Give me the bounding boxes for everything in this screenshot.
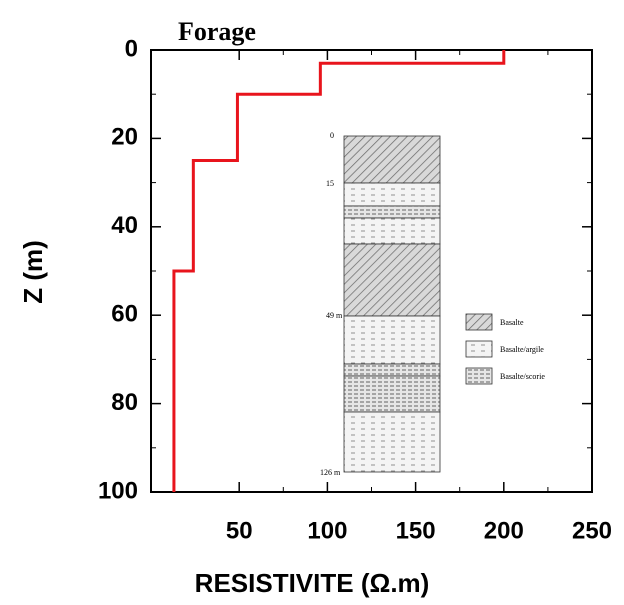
layer [343, 182, 441, 207]
layer [343, 243, 441, 317]
y-tick-label: 20 [111, 124, 138, 151]
x-tick-label: 100 [307, 517, 347, 544]
layer [343, 411, 441, 473]
x-axis-label: RESISTIVITE (Ω.m) [195, 568, 430, 598]
x-tick-label: 200 [484, 517, 524, 544]
layer [343, 315, 441, 365]
x-tick-label: 250 [572, 517, 612, 544]
legend-label: Basalte/scorie [500, 372, 545, 381]
legend-label: Basalte/argile [500, 345, 544, 354]
y-tick-label: 0 [125, 35, 138, 62]
y-tick-label: 80 [111, 389, 138, 416]
resistivity-line [172, 50, 506, 492]
depth-label: 49 m [326, 311, 343, 320]
depth-label: 126 m [320, 468, 341, 477]
borehole-log: 0 15 49 m 126 m Basalte Basalte/argile B… [320, 131, 545, 477]
depth-label: 0 [330, 131, 334, 140]
layer [343, 205, 441, 219]
y-tick-label: 60 [111, 301, 138, 328]
layer [343, 135, 441, 184]
layer [343, 217, 441, 245]
x-tick-label: 50 [226, 517, 253, 544]
legend-swatch [465, 340, 493, 358]
legend-swatch [465, 367, 493, 385]
depth-label: 15 [326, 179, 334, 188]
chart-title: Forage [178, 17, 256, 46]
legend-label: Basalte [500, 318, 524, 327]
y-axis-label: Z (m) [18, 240, 48, 304]
x-tick-label: 150 [396, 517, 436, 544]
layer [343, 363, 441, 377]
y-tick-label: 40 [111, 212, 138, 239]
legend-swatch [465, 313, 493, 331]
y-tick-label: 100 [98, 477, 138, 504]
layer [343, 375, 441, 413]
